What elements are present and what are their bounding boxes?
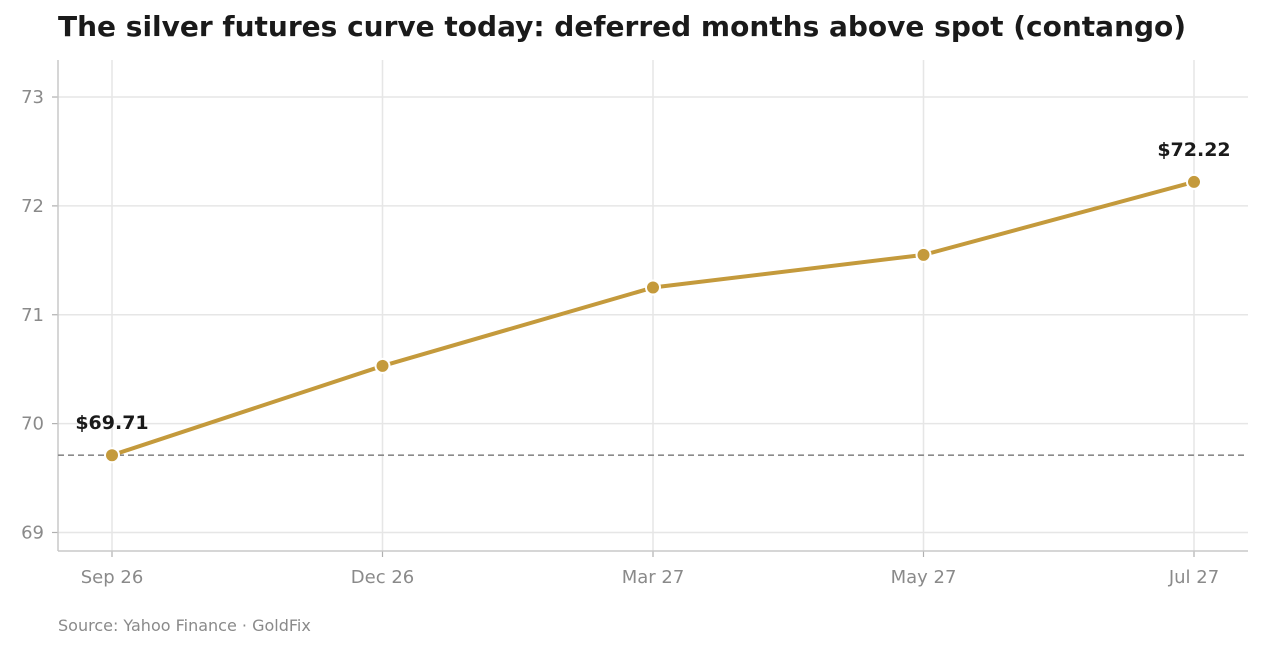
label-layer: $69.71 $72.22 bbox=[75, 139, 1230, 434]
data-point bbox=[1186, 173, 1202, 190]
y-tick-label: 70 bbox=[21, 414, 44, 435]
x-tick-label: Dec 26 bbox=[351, 567, 414, 588]
chart-title: The silver futures curve today: deferred… bbox=[58, 10, 1187, 43]
data-point bbox=[645, 279, 661, 296]
source-note: Source: Yahoo Finance · GoldFix bbox=[58, 616, 311, 635]
x-tick-label: May 27 bbox=[891, 567, 957, 588]
y-tick-label: 69 bbox=[21, 522, 44, 543]
x-tick-label: Jul 27 bbox=[1168, 567, 1219, 588]
data-label: $69.71 bbox=[75, 412, 148, 434]
y-tick-label: 72 bbox=[21, 196, 44, 217]
data-point bbox=[104, 447, 120, 464]
y-tick-label: 71 bbox=[21, 305, 44, 326]
x-tick-label: Sep 26 bbox=[81, 567, 144, 588]
y-tick-label: 73 bbox=[21, 87, 44, 108]
series-layer bbox=[104, 173, 1202, 464]
data-label: $72.22 bbox=[1157, 139, 1230, 161]
x-tick-label: Mar 27 bbox=[622, 567, 685, 588]
data-point bbox=[915, 246, 932, 263]
grid-layer bbox=[58, 60, 1248, 551]
axes-layer: 69 70 71 72 73 Sep 26 Dec 26 Mar 27 May 27 Jul 27 bbox=[21, 60, 1248, 588]
data-point bbox=[374, 357, 391, 374]
